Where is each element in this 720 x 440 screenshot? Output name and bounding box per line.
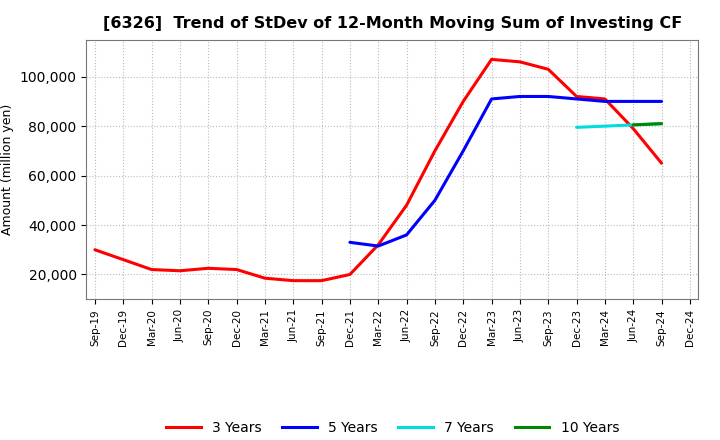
3 Years [657,161,666,166]
5 Years [629,99,637,104]
3 Years [233,267,241,272]
7 Years [629,122,637,128]
Line: 7 Years: 7 Years [577,124,662,127]
5 Years [600,99,609,104]
3 Years [402,202,411,208]
Line: 3 Years: 3 Years [95,59,662,281]
3 Years [516,59,524,65]
3 Years [204,266,212,271]
3 Years [91,247,99,253]
5 Years [572,96,581,102]
3 Years [629,126,637,131]
3 Years [544,66,552,72]
7 Years [600,124,609,129]
7 Years [657,121,666,126]
5 Years [402,232,411,238]
3 Years [318,278,326,283]
3 Years [176,268,184,273]
5 Years [487,96,496,102]
3 Years [600,96,609,102]
3 Years [431,148,439,154]
Line: 10 Years: 10 Years [633,124,662,125]
3 Years [289,278,297,283]
3 Years [374,242,382,247]
3 Years [459,99,467,104]
3 Years [572,94,581,99]
3 Years [119,257,127,262]
Title: [6326]  Trend of StDev of 12-Month Moving Sum of Investing CF: [6326] Trend of StDev of 12-Month Moving… [103,16,682,32]
5 Years [431,198,439,203]
5 Years [544,94,552,99]
Y-axis label: Amount (million yen): Amount (million yen) [1,104,14,235]
Line: 5 Years: 5 Years [350,96,662,246]
3 Years [148,267,156,272]
10 Years [657,121,666,126]
5 Years [346,240,354,245]
Legend: 3 Years, 5 Years, 7 Years, 10 Years: 3 Years, 5 Years, 7 Years, 10 Years [161,415,624,440]
3 Years [261,275,269,281]
7 Years [572,125,581,130]
5 Years [516,94,524,99]
5 Years [657,99,666,104]
3 Years [487,57,496,62]
5 Years [374,243,382,249]
5 Years [459,148,467,154]
10 Years [629,122,637,128]
3 Years [346,272,354,277]
